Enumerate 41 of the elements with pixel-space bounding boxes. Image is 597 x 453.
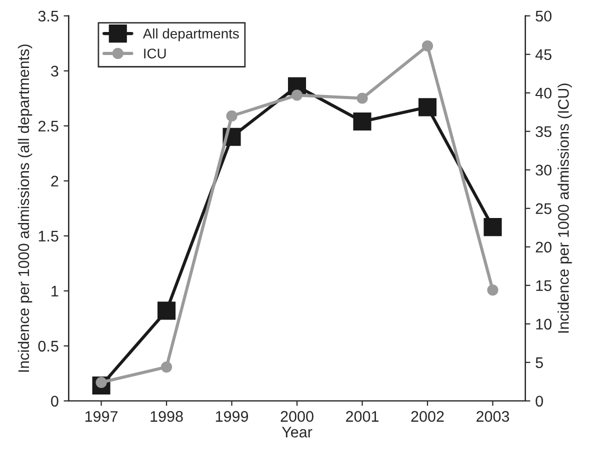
y-tick-label: 2.5 — [38, 120, 58, 132]
point — [356, 92, 368, 104]
point — [418, 98, 437, 116]
point — [487, 284, 498, 296]
y2-tick-label: 50 — [536, 10, 552, 22]
y2-tick-label: 10 — [536, 318, 552, 330]
y-tick-label: 1 — [52, 286, 58, 296]
y-axis-title: Incidence per 1000 admissions (all departments) — [18, 44, 32, 372]
point — [291, 90, 303, 101]
point — [226, 110, 238, 122]
x-tick-label: 2001 — [346, 411, 378, 422]
y2-tick-label: 25 — [536, 203, 552, 214]
x-axis-title: Year — [282, 426, 312, 438]
y-tick-label: 0 — [51, 396, 58, 407]
x-tick-label: 1999 — [216, 411, 248, 422]
y2-tick-label: 15 — [536, 280, 552, 292]
point — [157, 302, 176, 320]
y-tick-label: 1.5 — [38, 230, 58, 242]
x-tick-label: 1997 — [85, 411, 118, 422]
y2-tick-label: 35 — [536, 126, 552, 138]
x-tick-label: 2000 — [280, 411, 314, 422]
y2-tick-label: 20 — [536, 242, 552, 253]
point — [353, 112, 372, 130]
x-tick-label: 2003 — [476, 411, 510, 422]
y-tick-label: 3 — [51, 66, 58, 77]
point — [160, 361, 172, 373]
y2-tick-label: 45 — [535, 49, 552, 60]
y2-tick-label: 40 — [535, 88, 552, 99]
y-tick-label: 3.5 — [38, 10, 58, 22]
point — [422, 40, 434, 52]
y-tick-label: 0.5 — [38, 340, 58, 352]
x-tick-label: 2002 — [411, 411, 444, 422]
y2-tick-label: 5 — [536, 357, 543, 368]
y2-tick-label: 30 — [536, 164, 552, 176]
legend-label: ICU — [144, 48, 166, 58]
y-tick-label: 2 — [51, 176, 58, 186]
point — [484, 218, 502, 236]
legend-label: All departments — [142, 28, 239, 42]
y2-tick-label: 0 — [536, 396, 543, 407]
y2-axis-title: Incidence per 1000 admissions (ICU) — [558, 84, 572, 333]
x-tick-label: 1998 — [150, 411, 183, 422]
